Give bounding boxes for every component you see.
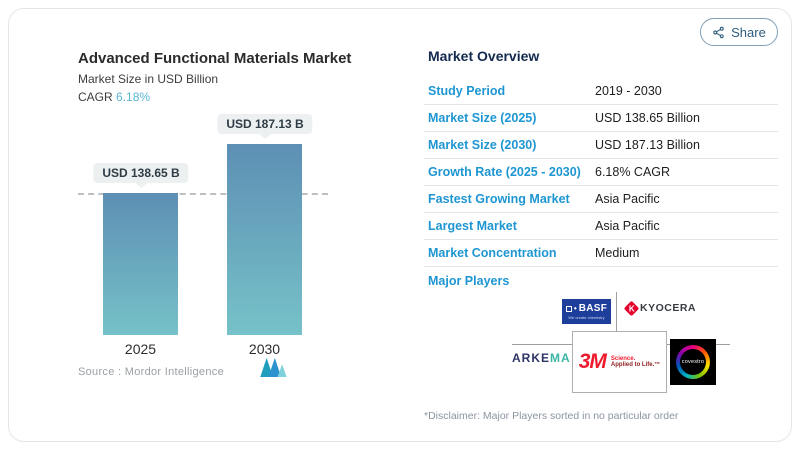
row-value: 6.18% CAGR: [595, 165, 671, 179]
basf-dot-icon: •: [573, 303, 577, 313]
row-value: Asia Pacific: [595, 219, 660, 233]
row-label: Market Size (2025): [428, 111, 537, 125]
row-value: USD 187.13 Billion: [595, 138, 700, 152]
overview-title: Market Overview: [428, 48, 540, 64]
arkema-logo: ARKEMA: [512, 351, 571, 365]
covestro-wordmark: covestro: [681, 359, 705, 365]
source-name: Mordor Intelligence: [124, 366, 224, 378]
bar-2025: [103, 193, 178, 335]
table-row: Largest Market Asia Pacific: [424, 213, 778, 240]
row-label: Study Period: [428, 84, 506, 98]
x-tick-2030: 2030: [248, 341, 281, 357]
bar-value-tooltip-2025: USD 138.65 B: [93, 163, 189, 183]
overview-table: Study Period 2019 - 2030 Market Size (20…: [424, 78, 778, 267]
row-value: Asia Pacific: [595, 192, 660, 206]
covestro-logo: covestro: [670, 339, 716, 385]
3m-tagline-1: Science.: [610, 356, 636, 362]
basf-wordmark: BASF: [578, 303, 608, 314]
bar-2030: [227, 144, 302, 335]
kyocera-wordmark: KYOCERA: [640, 302, 697, 314]
bar-value-tooltip-2030: USD 187.13 B: [217, 114, 313, 134]
kyocera-icon: K: [623, 300, 640, 316]
3m-logo: 3M Science. Applied to Life.™: [572, 331, 667, 393]
table-row: Market Size (2025) USD 138.65 Billion: [424, 105, 778, 132]
share-button[interactable]: Share: [700, 18, 778, 46]
source-caption: Source : Mordor Intelligence: [78, 366, 224, 378]
basf-logo: • BASF We create chemistry: [562, 299, 611, 324]
chart-subtitle: Market Size in USD Billion: [78, 72, 219, 86]
arkema-wordmark-teal: MA: [550, 351, 571, 365]
share-icon: [713, 26, 724, 38]
disclaimer-text: *Disclaimer: Major Players sorted in no …: [424, 410, 679, 422]
row-label: Market Size (2030): [428, 138, 537, 152]
row-label: Largest Market: [428, 219, 517, 233]
basf-square-icon: [565, 305, 572, 312]
table-row: Growth Rate (2025 - 2030) 6.18% CAGR: [424, 159, 778, 186]
row-label: Market Concentration: [428, 246, 557, 260]
table-row: Market Size (2030) USD 187.13 Billion: [424, 132, 778, 159]
row-value: Medium: [595, 246, 640, 260]
x-tick-2025: 2025: [124, 341, 157, 357]
basf-tagline: We create chemistry: [568, 315, 605, 320]
row-label: Fastest Growing Market: [428, 192, 570, 206]
cagr-value: 6.18%: [116, 90, 151, 104]
3m-tagline-2: Applied to Life.™: [610, 362, 661, 368]
table-row: Market Concentration Medium: [424, 240, 778, 267]
row-label: Growth Rate (2025 - 2030): [428, 165, 581, 179]
mordor-intelligence-logo-icon: [260, 357, 287, 377]
reference-dashed-line: [78, 193, 328, 195]
3m-wordmark: 3M: [578, 350, 607, 373]
cagr-line: CAGR 6.18%: [78, 90, 150, 104]
collage-vertical-divider: [616, 292, 617, 332]
table-row: Fastest Growing Market Asia Pacific: [424, 186, 778, 213]
cagr-label: CAGR: [78, 90, 113, 104]
source-label: Source :: [78, 366, 122, 378]
covestro-ring-icon: covestro: [676, 345, 710, 379]
kyocera-logo: K KYOCERA: [623, 300, 697, 316]
row-value: USD 138.65 Billion: [595, 111, 700, 125]
row-value: 2019 - 2030: [595, 84, 662, 98]
share-button-label: Share: [731, 24, 766, 40]
major-players-label: Major Players: [428, 274, 510, 288]
chart-title: Advanced Functional Materials Market: [78, 50, 352, 67]
table-row: Study Period 2019 - 2030: [424, 78, 778, 105]
arkema-wordmark-dark: ARKE: [512, 351, 551, 365]
